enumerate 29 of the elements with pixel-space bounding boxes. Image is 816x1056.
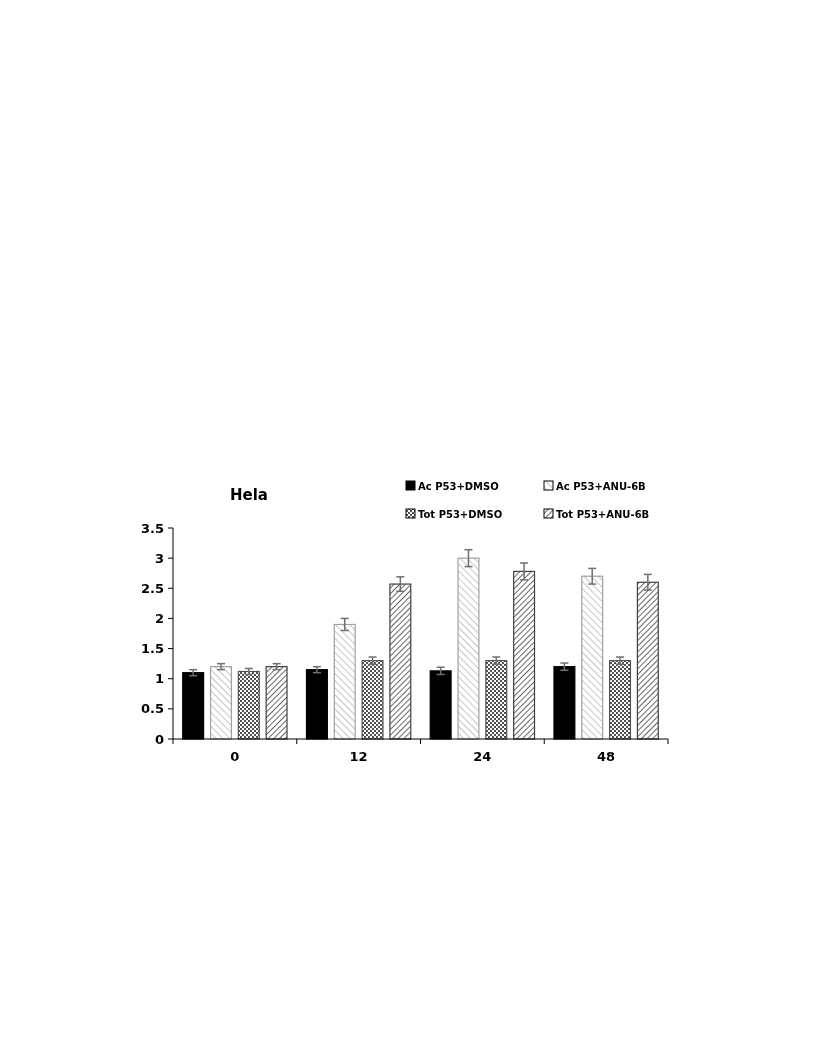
y-tick-label: 0 xyxy=(154,731,164,747)
bar xyxy=(333,623,356,740)
x-tick-label: 12 xyxy=(349,749,368,764)
legend-label: Ac P53+ANU-6B xyxy=(556,480,646,492)
legend-label: Tot P53+ANU-6B xyxy=(556,508,650,520)
y-tick-label: 3 xyxy=(154,550,164,566)
bar xyxy=(485,660,508,740)
y-tick-label: 3.5 xyxy=(140,520,164,536)
bar xyxy=(609,660,632,740)
x-tick-label: 0 xyxy=(230,749,240,764)
x-tick-label: 24 xyxy=(473,749,492,764)
y-tick-label: 1.5 xyxy=(140,641,164,657)
bar xyxy=(361,660,384,740)
legend-label: Ac P53+DMSO xyxy=(418,480,499,492)
bar xyxy=(636,581,659,740)
bar xyxy=(581,575,604,740)
bar xyxy=(389,583,412,740)
chart-title: Hela xyxy=(230,486,268,504)
y-tick-label: 1 xyxy=(154,671,164,687)
bar xyxy=(457,557,480,740)
bar xyxy=(265,666,288,740)
bar xyxy=(513,570,536,740)
x-tick-label: 48 xyxy=(597,749,616,764)
y-tick-label: 0.5 xyxy=(140,701,164,717)
bar xyxy=(209,666,232,740)
bar xyxy=(237,670,260,740)
y-tick-label: 2 xyxy=(154,610,164,626)
y-tick-label: 2.5 xyxy=(140,580,164,596)
legend-label: Tot P53+DMSO xyxy=(418,508,503,520)
